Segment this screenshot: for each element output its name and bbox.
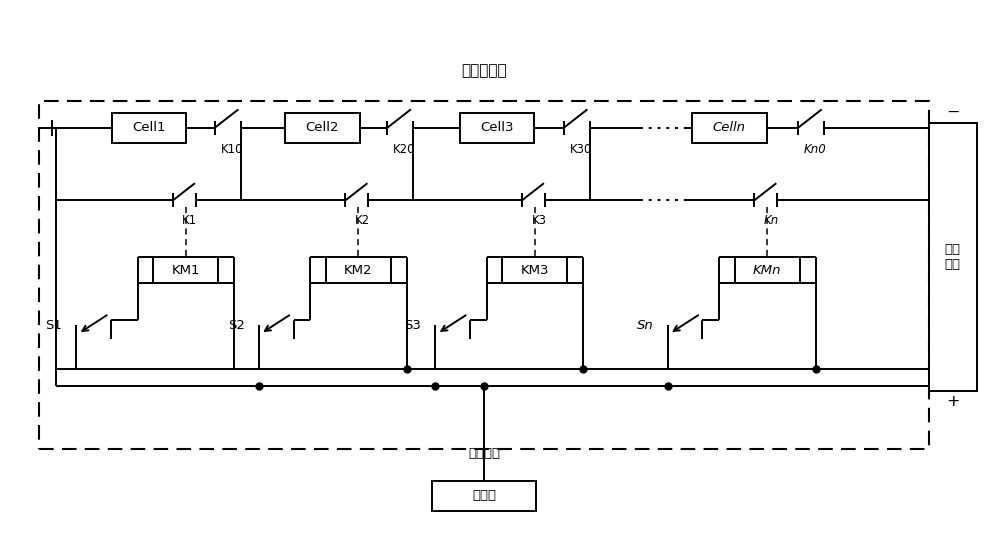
Text: KMn: KMn [753, 263, 782, 276]
Text: Sn: Sn [637, 319, 654, 332]
Bar [460, 113, 534, 143]
Text: K30: K30 [570, 143, 592, 156]
Text: K3: K3 [531, 214, 546, 227]
Bar [285, 113, 360, 143]
Bar [929, 123, 977, 391]
Bar [502, 257, 567, 283]
Text: Cell2: Cell2 [306, 121, 339, 134]
Bar [39, 101, 929, 449]
Text: Celln: Celln [713, 121, 746, 134]
Bar [735, 257, 800, 283]
Bar [432, 481, 536, 511]
Text: S3: S3 [404, 319, 421, 332]
Text: K20: K20 [393, 143, 416, 156]
Bar [112, 113, 186, 143]
Text: +: + [946, 394, 959, 409]
Bar [153, 257, 218, 283]
Text: Cell3: Cell3 [480, 121, 514, 134]
Text: 控制器: 控制器 [472, 489, 496, 502]
Text: Kn: Kn [764, 214, 779, 227]
Text: −: − [946, 105, 959, 120]
Text: 故障开关组: 故障开关组 [461, 63, 507, 79]
Text: S1: S1 [45, 319, 62, 332]
Text: KM2: KM2 [344, 263, 373, 276]
Bar [692, 113, 767, 143]
Text: KM1: KM1 [172, 263, 200, 276]
Text: K10: K10 [220, 143, 243, 156]
Text: S2: S2 [228, 319, 245, 332]
Text: K1: K1 [182, 214, 197, 227]
Text: KM3: KM3 [521, 263, 549, 276]
Text: 故障信息: 故障信息 [468, 447, 500, 460]
Bar [326, 257, 391, 283]
Text: K2: K2 [355, 214, 370, 227]
Text: Kn0: Kn0 [804, 143, 826, 156]
Text: Cell1: Cell1 [132, 121, 166, 134]
Text: 直流
电源: 直流 电源 [945, 243, 961, 271]
